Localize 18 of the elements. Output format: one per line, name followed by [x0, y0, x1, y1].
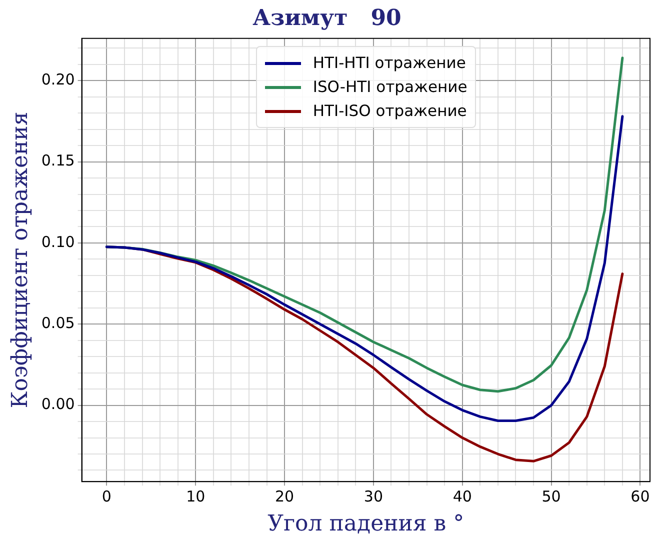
x-tick-label: 30	[364, 487, 384, 506]
y-tick-label: 0.15	[41, 152, 75, 170]
x-tick-label: 20	[274, 487, 294, 506]
legend-label: ISO-HTI отражение	[312, 78, 468, 96]
x-tick-label: 60	[630, 487, 650, 506]
legend-label: HTI-HTI отражение	[312, 54, 466, 72]
y-tick-label: 0.00	[41, 395, 75, 414]
legend-label: HTI-ISO отражение	[312, 102, 467, 120]
x-tick-label: 10	[186, 487, 206, 506]
x-tick-label: 0	[102, 487, 112, 506]
x-tick-label: 40	[452, 487, 472, 506]
x-tick-label: 50	[542, 487, 561, 506]
y-tick-label: 0.10	[41, 232, 75, 251]
y-tick-label: 0.05	[41, 314, 75, 332]
x-axis-title: Угол падения в °	[268, 512, 464, 537]
y-axis-title: Коэффициент отражения	[8, 112, 33, 408]
y-tick-label: 0.20	[41, 70, 75, 88]
chart-title: Азимут 90	[252, 4, 402, 31]
